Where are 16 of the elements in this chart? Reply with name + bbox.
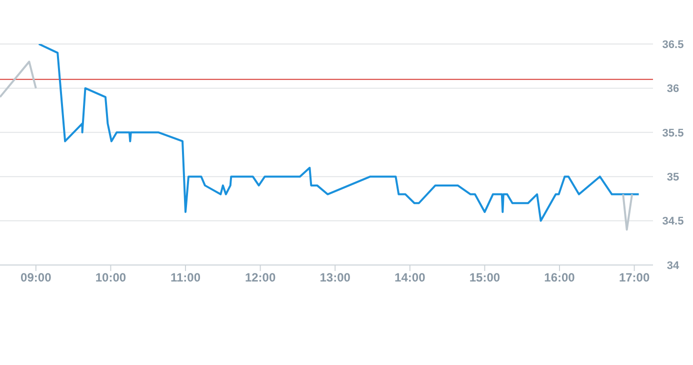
x-tick-label: 09:00 (20, 270, 52, 285)
y-tick-label: 36.5 (662, 38, 684, 51)
x-tick-label: 12:00 (244, 270, 276, 285)
line-series (38, 44, 640, 222)
x-tick-label: 17:00 (618, 270, 650, 285)
x-tick-label: 16:00 (544, 270, 576, 285)
y-tick-label: 35 (666, 172, 680, 184)
x-tick-label: 11:00 (170, 270, 201, 285)
x-tick-label: 14:00 (394, 270, 426, 285)
y-tick-label: 36 (666, 83, 680, 96)
y-tick-label: 34.5 (662, 216, 684, 228)
x-tick-label: 10:00 (95, 270, 126, 285)
x-tick-label: 15:00 (469, 270, 500, 285)
y-tick-label: 34 (666, 260, 680, 272)
y-tick-label: 35.5 (662, 127, 684, 140)
x-tick-label: 13:00 (320, 270, 351, 285)
